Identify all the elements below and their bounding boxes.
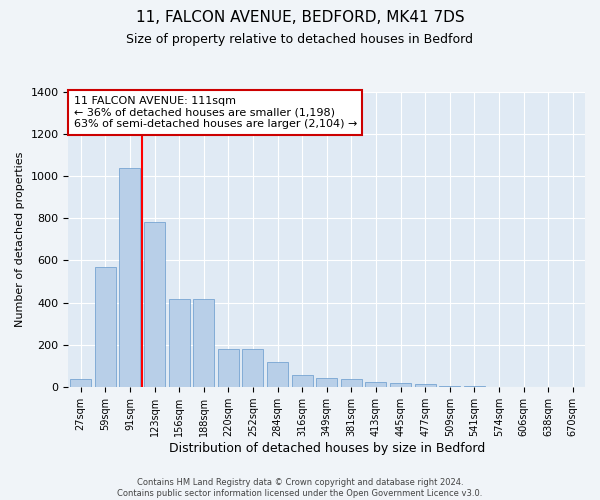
- Bar: [341, 379, 362, 387]
- Bar: [218, 349, 239, 387]
- Bar: [193, 298, 214, 387]
- Text: 11, FALCON AVENUE, BEDFORD, MK41 7DS: 11, FALCON AVENUE, BEDFORD, MK41 7DS: [136, 10, 464, 25]
- Bar: [267, 362, 288, 387]
- Bar: [242, 349, 263, 387]
- Text: Size of property relative to detached houses in Bedford: Size of property relative to detached ho…: [127, 32, 473, 46]
- Bar: [95, 267, 116, 387]
- Bar: [292, 374, 313, 387]
- Bar: [70, 379, 91, 387]
- Bar: [464, 386, 485, 387]
- X-axis label: Distribution of detached houses by size in Bedford: Distribution of detached houses by size …: [169, 442, 485, 455]
- Bar: [415, 384, 436, 387]
- Bar: [144, 222, 165, 387]
- Bar: [365, 382, 386, 387]
- Bar: [390, 383, 411, 387]
- Bar: [439, 386, 460, 387]
- Y-axis label: Number of detached properties: Number of detached properties: [15, 152, 25, 327]
- Bar: [169, 298, 190, 387]
- Bar: [316, 378, 337, 387]
- Text: 11 FALCON AVENUE: 111sqm
← 36% of detached houses are smaller (1,198)
63% of sem: 11 FALCON AVENUE: 111sqm ← 36% of detach…: [74, 96, 357, 129]
- Bar: [119, 168, 140, 387]
- Text: Contains HM Land Registry data © Crown copyright and database right 2024.
Contai: Contains HM Land Registry data © Crown c…: [118, 478, 482, 498]
